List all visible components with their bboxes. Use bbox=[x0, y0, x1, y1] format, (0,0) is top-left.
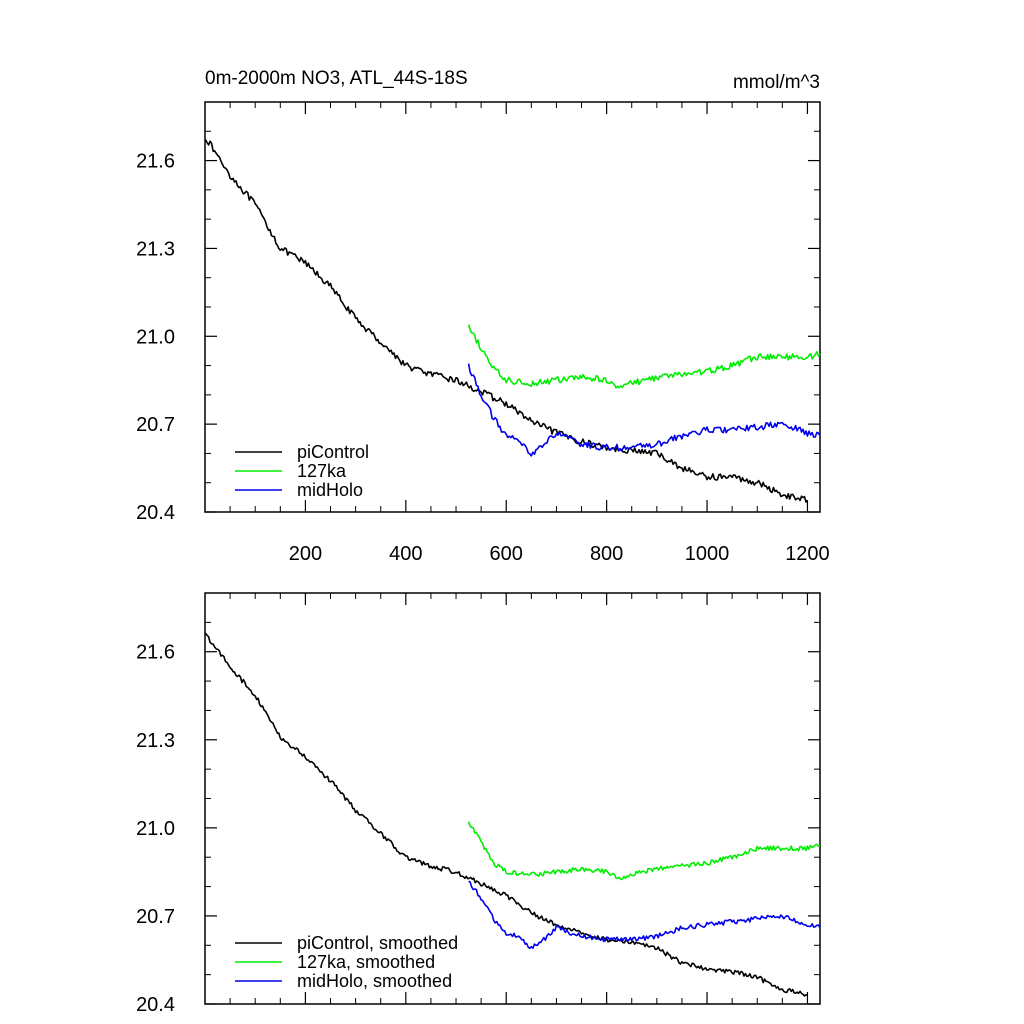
x-tick-label: 1000 bbox=[685, 543, 730, 565]
legend-label: piControl bbox=[297, 442, 369, 462]
y-tick-label: 20.7 bbox=[136, 906, 175, 928]
y-tick-label: 20.4 bbox=[136, 502, 175, 524]
y-tick-label: 21.6 bbox=[136, 642, 175, 664]
series-line-2 bbox=[467, 363, 821, 457]
tick-marks bbox=[205, 102, 820, 513]
series-lines bbox=[204, 139, 821, 503]
y-tick-labels: 20.4 20.7 21.0 21.3 21.6 bbox=[136, 151, 175, 524]
bottom-panel: 20.4 20.7 21.0 21.3 21.6 piControl, smoothed… bbox=[136, 592, 821, 1016]
x-tick-labels: 200 400 600 800 1000 1200 bbox=[289, 543, 830, 565]
units-label: mmol/m^3 bbox=[733, 72, 820, 93]
chart-title: 0m-2000m NO3, ATL_44S-18S bbox=[205, 68, 468, 89]
x-tick-label: 200 bbox=[289, 543, 322, 565]
y-tick-label: 21.6 bbox=[136, 151, 175, 173]
series-line-2 bbox=[468, 880, 821, 950]
legend-label: 127ka bbox=[297, 461, 347, 481]
tick-marks bbox=[205, 593, 820, 1005]
y-tick-label: 20.4 bbox=[136, 994, 175, 1016]
legend-label: midHolo, smoothed bbox=[297, 971, 452, 991]
series-line-1 bbox=[467, 324, 821, 389]
y-tick-labels: 20.4 20.7 21.0 21.3 21.6 bbox=[136, 642, 175, 1016]
x-tick-label: 600 bbox=[490, 543, 523, 565]
y-tick-label: 21.0 bbox=[136, 818, 175, 840]
y-tick-label: 21.0 bbox=[136, 326, 175, 348]
x-tick-label: 800 bbox=[590, 543, 623, 565]
x-tick-label: 1200 bbox=[785, 543, 830, 565]
legend-label: midHolo bbox=[297, 480, 363, 500]
series-line-0 bbox=[204, 632, 808, 997]
y-tick-label: 21.3 bbox=[136, 730, 175, 752]
series-line-1 bbox=[467, 821, 821, 881]
series-line-0 bbox=[204, 139, 809, 503]
x-tick-label: 400 bbox=[389, 543, 422, 565]
legend-label: piControl, smoothed bbox=[297, 933, 458, 953]
top-panel: 0m-2000m NO3, ATL_44S-18S mmol/m^3 200 40… bbox=[136, 68, 830, 565]
series-lines bbox=[204, 632, 821, 997]
legend-label: 127ka, smoothed bbox=[297, 952, 435, 972]
y-tick-label: 21.3 bbox=[136, 238, 175, 260]
y-tick-label: 20.7 bbox=[136, 414, 175, 436]
